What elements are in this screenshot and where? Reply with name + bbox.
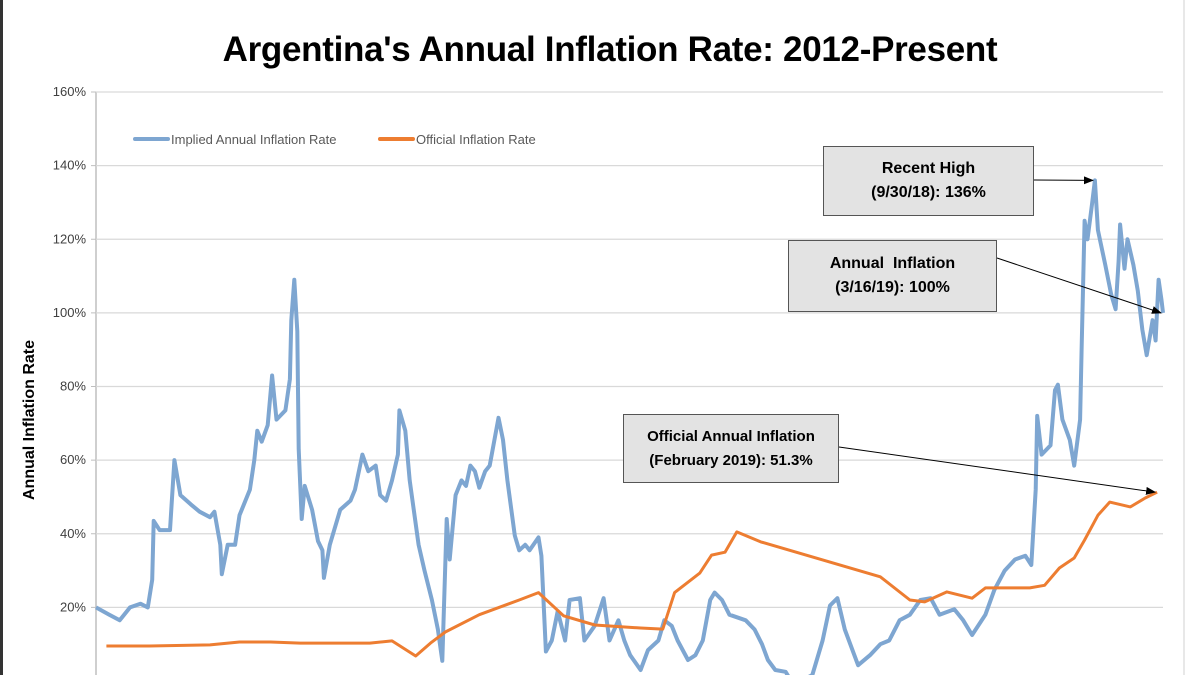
- y-tick-label: 60%: [60, 452, 86, 467]
- y-axis-label: Annual Inflation Rate: [21, 340, 38, 500]
- annotation-annual-inflation-line2: (3/16/19): 100%: [835, 279, 950, 296]
- annotation-official-inflation: Official Annual Inflation (February 2019…: [623, 414, 839, 483]
- y-tick-label: 160%: [53, 84, 87, 99]
- chart-title: Argentina's Annual Inflation Rate: 2012-…: [222, 30, 998, 69]
- series-line-implied: [95, 178, 1165, 675]
- annotation-annual-inflation-line1: Annual Inflation: [829, 255, 956, 272]
- annotation-recent-high-line1: Recent High: [881, 160, 976, 177]
- annotation-official-inflation-line2: (February 2019): 51.3%: [649, 451, 813, 469]
- legend-label-official: Official Inflation Rate: [416, 132, 536, 147]
- y-tick-label: 20%: [60, 599, 86, 614]
- frame-border: [0, 0, 3, 675]
- annotation-arrow-annual-inflation: [996, 257, 1162, 314]
- annotation-arrow-official-inflation: [838, 446, 1157, 495]
- y-tick-label: 40%: [60, 526, 86, 541]
- annotation-official-inflation-line1: Official Annual Inflation: [647, 427, 815, 445]
- y-tick-label: 100%: [53, 305, 87, 320]
- legend: Implied Annual Inflation Rate Official I…: [133, 132, 536, 147]
- y-tick-label: 120%: [53, 231, 87, 246]
- annotation-recent-high-line2: (9/30/18): 136%: [871, 184, 986, 201]
- series-line-official: [106, 490, 1158, 658]
- annotation-recent-high: Recent High (9/30/18): 136%: [823, 146, 1034, 216]
- annotation-annual-inflation: Annual Inflation (3/16/19): 100%: [788, 240, 997, 312]
- legend-label-implied: Implied Annual Inflation Rate: [171, 132, 337, 147]
- y-tick-label: 80%: [60, 379, 86, 394]
- y-tick-label: 140%: [53, 158, 87, 173]
